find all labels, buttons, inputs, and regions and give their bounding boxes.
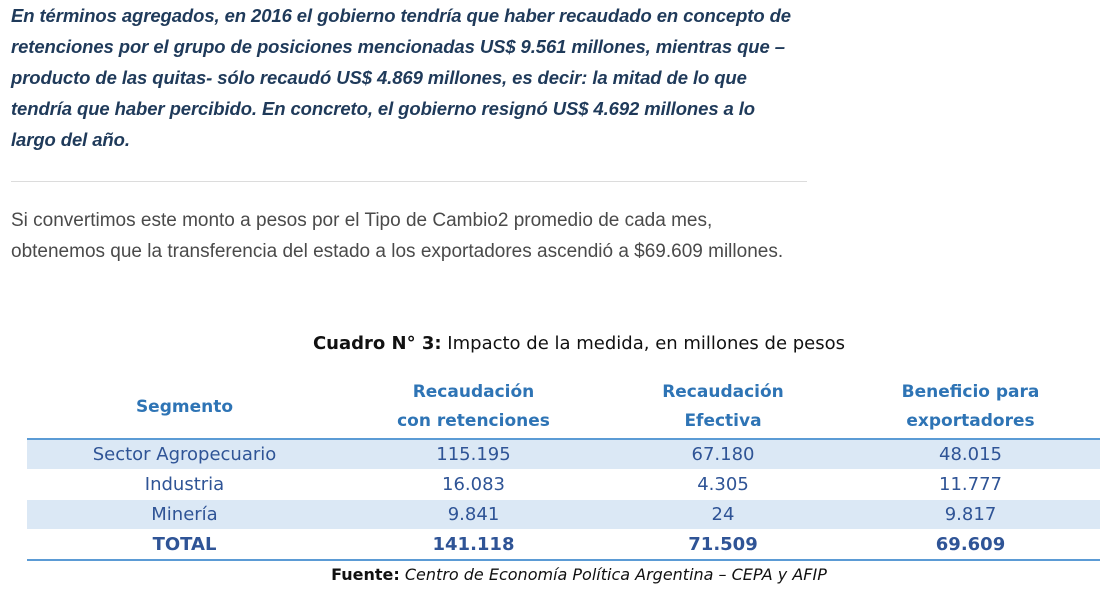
table-row: Minería 9.841 24 9.817 xyxy=(27,499,1100,530)
header-col1-line2: con retenciones xyxy=(397,411,550,431)
total-segment: TOTAL xyxy=(27,529,342,561)
table-title-text: Impacto de la medida, en millones de pes… xyxy=(441,333,846,354)
table-header-row: Segmento Recaudación con retenciones Rec… xyxy=(27,374,1100,440)
quote-paragraph: En términos agregados, en 2016 el gobier… xyxy=(11,5,792,150)
section-divider xyxy=(11,181,807,182)
table-source: Fuente: Centro de Economía Política Arge… xyxy=(0,565,1119,584)
cell-segment: Industria xyxy=(27,469,342,500)
header-col3-line1: Beneficio para xyxy=(901,382,1040,402)
source-colon: : xyxy=(393,565,400,584)
table-row: Industria 16.083 4.305 11.777 xyxy=(27,469,1100,500)
cell-con-retenciones: 115.195 xyxy=(342,439,605,470)
impact-table: Segmento Recaudación con retenciones Rec… xyxy=(27,374,1100,561)
header-col2-line2: Efectiva xyxy=(684,411,762,431)
table-title: Cuadro N° 3: Impacto de la medida, en mi… xyxy=(0,333,1119,354)
cell-beneficio: 11.777 xyxy=(841,469,1100,500)
header-recaudacion-efectiva: Recaudación Efectiva xyxy=(605,374,841,440)
total-con-retenciones: 141.118 xyxy=(342,529,605,561)
header-col1-line1: Recaudación xyxy=(412,382,535,402)
table-total-row: TOTAL 141.118 71.509 69.609 xyxy=(27,529,1100,561)
header-recaudacion-retenciones: Recaudación con retenciones xyxy=(342,374,605,440)
cell-con-retenciones: 9.841 xyxy=(342,499,605,530)
total-efectiva: 71.509 xyxy=(605,529,841,561)
header-beneficio-exportadores: Beneficio para exportadores xyxy=(841,374,1100,440)
table-title-lead: Cuadro N° 3: xyxy=(312,333,442,354)
cell-efectiva: 4.305 xyxy=(605,469,841,500)
total-beneficio: 69.609 xyxy=(841,529,1100,561)
cell-efectiva: 24 xyxy=(605,499,841,530)
table-row: Sector Agropecuario 115.195 67.180 48.01… xyxy=(27,439,1100,470)
header-col2-line1: Recaudación xyxy=(662,382,784,402)
header-col3-line2: exportadores xyxy=(906,411,1035,431)
body-paragraph: Si convertimos este monto a pesos por el… xyxy=(11,210,784,262)
cell-beneficio: 48.015 xyxy=(841,439,1100,470)
cell-beneficio: 9.817 xyxy=(841,499,1100,530)
source-lead: Fuente xyxy=(331,565,394,584)
cell-segment: Sector Agropecuario xyxy=(27,439,342,470)
header-segment: Segmento xyxy=(27,374,342,440)
cell-segment: Minería xyxy=(27,499,342,530)
cell-con-retenciones: 16.083 xyxy=(342,469,605,500)
cell-efectiva: 67.180 xyxy=(605,439,841,470)
source-text: Centro de Economía Política Argentina – … xyxy=(399,565,827,584)
